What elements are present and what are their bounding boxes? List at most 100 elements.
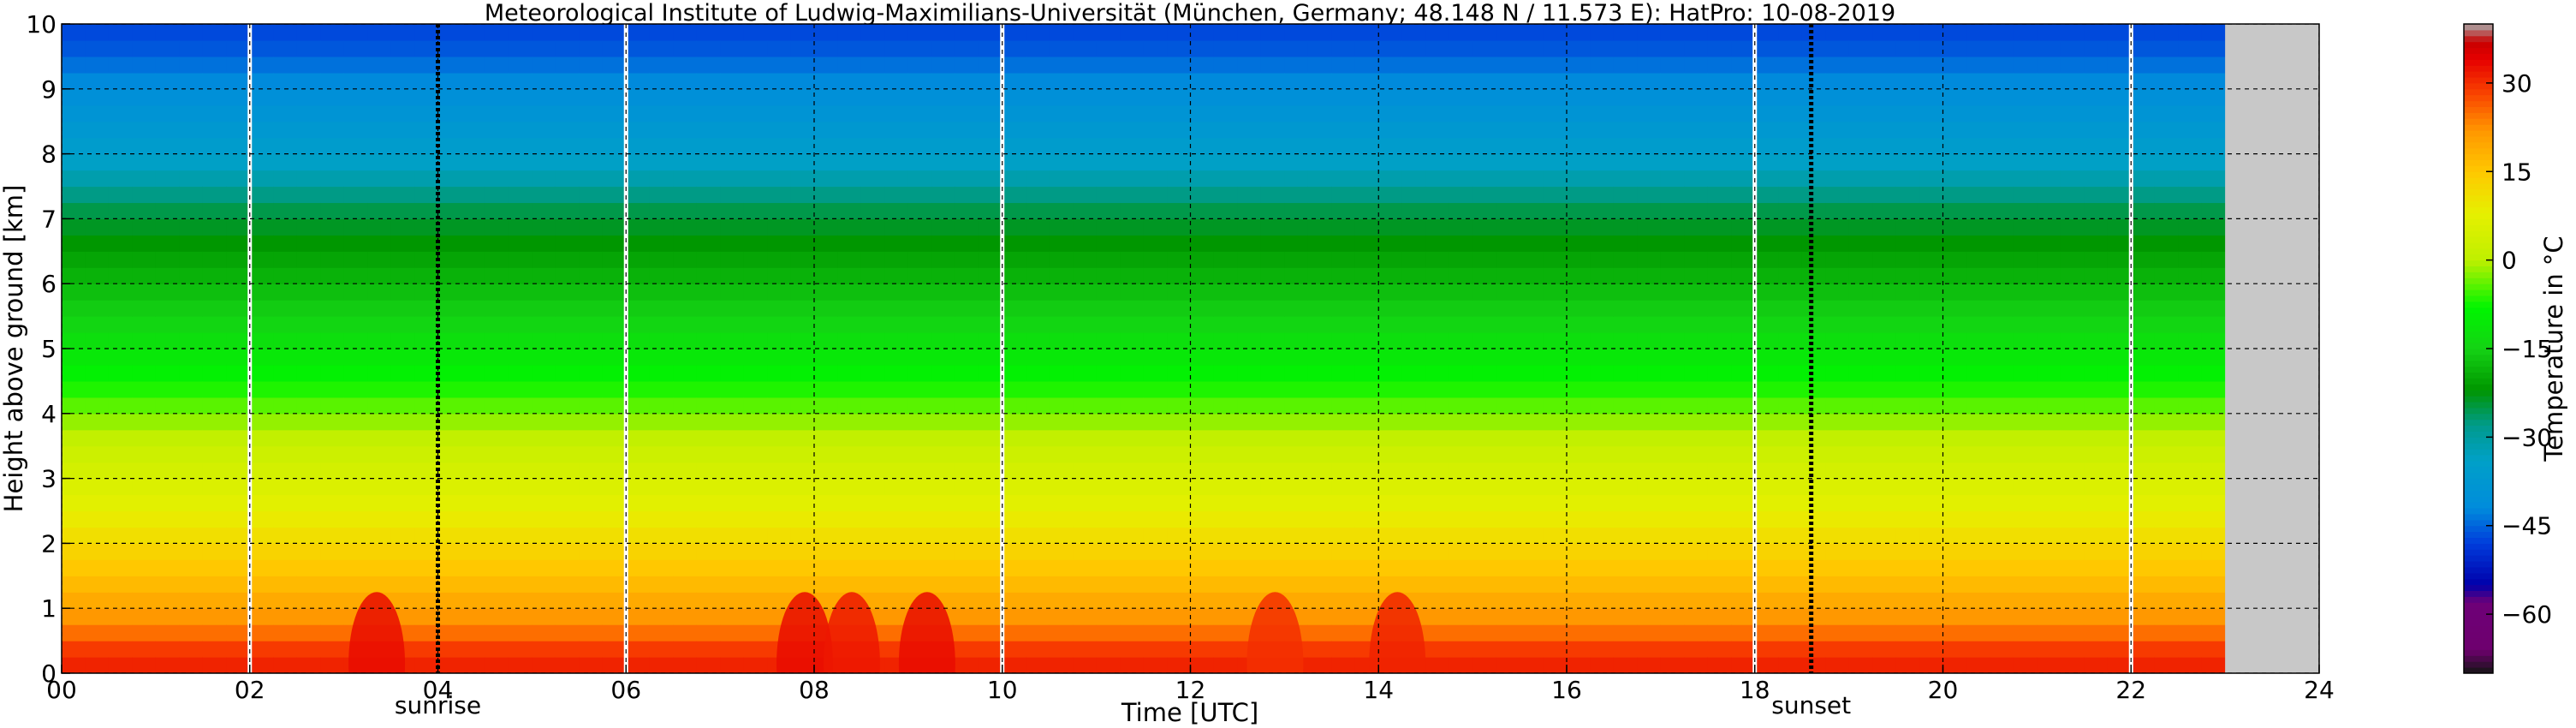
heatmap-cell	[1331, 576, 1356, 593]
heatmap-cell	[1613, 380, 1639, 398]
heatmap-cell	[1237, 137, 1262, 155]
heatmap-cell	[1002, 88, 1026, 106]
heatmap-cell	[1942, 349, 1967, 366]
heatmap-cell	[1731, 186, 1756, 204]
heatmap-cell	[461, 267, 486, 284]
heatmap-cell	[884, 283, 909, 301]
heatmap-cell	[555, 267, 580, 284]
heatmap-cell	[1825, 510, 1850, 528]
heatmap-cell	[1213, 641, 1239, 658]
heatmap-cell	[320, 56, 345, 74]
heatmap-cell	[461, 543, 486, 560]
heatmap-cell	[1684, 121, 1709, 139]
heatmap-cell	[696, 39, 721, 57]
heatmap-cell	[2131, 462, 2156, 480]
heatmap-cell	[1848, 39, 1873, 57]
heatmap-cell	[414, 462, 439, 480]
heatmap-cell	[1237, 380, 1262, 398]
heatmap-cell	[673, 657, 698, 673]
heatmap-cell	[1284, 121, 1309, 139]
heatmap-cell	[1354, 429, 1379, 447]
heatmap-cell	[1754, 397, 1779, 415]
heatmap-cell	[249, 56, 274, 74]
heatmap-cell	[602, 72, 627, 90]
colorbar-segment	[2464, 218, 2493, 225]
heatmap-cell	[249, 380, 274, 398]
heatmap-cell	[390, 104, 415, 122]
heatmap-cell	[85, 413, 110, 431]
heatmap-cell	[2178, 641, 2203, 658]
heatmap-cell	[1401, 527, 1426, 544]
heatmap-cell	[1637, 56, 1662, 74]
heatmap-cell	[1613, 413, 1639, 431]
heatmap-cell	[1613, 121, 1639, 139]
heatmap-cell	[1520, 510, 1544, 528]
heatmap-cell	[1260, 56, 1285, 74]
heatmap-cell	[790, 39, 815, 57]
heatmap-cell	[2060, 202, 2085, 219]
heatmap-cell	[1143, 380, 1168, 398]
heatmap-cell	[1567, 283, 1591, 301]
heatmap-cell	[179, 56, 204, 74]
heatmap-cell	[1567, 267, 1591, 284]
heatmap-cell	[202, 72, 227, 90]
heatmap-cell	[1567, 316, 1591, 333]
heatmap-cell	[1520, 494, 1544, 512]
heatmap-cell	[1237, 267, 1262, 284]
heatmap-cell	[2084, 218, 2109, 236]
heatmap-cell	[1778, 608, 1803, 625]
heatmap-cell	[437, 462, 462, 480]
heatmap-cell	[1401, 88, 1426, 106]
heatmap-cell	[343, 478, 368, 496]
heatmap-cell	[720, 121, 745, 139]
heatmap-cell	[1190, 251, 1215, 268]
heatmap-cell	[1073, 608, 1098, 625]
heatmap-cell	[1472, 494, 1497, 512]
heatmap-cell	[1942, 72, 1967, 90]
heatmap-cell	[1496, 657, 1520, 673]
heatmap-cell	[2131, 283, 2156, 301]
heatmap-cell	[2013, 364, 2038, 382]
heatmap-cell	[1190, 349, 1215, 366]
heatmap-cell	[62, 121, 86, 139]
heatmap-cell	[1895, 72, 1920, 90]
heatmap-cell	[907, 527, 932, 544]
heatmap-cell	[390, 153, 415, 171]
heatmap-cell	[1801, 137, 1826, 155]
heatmap-cell	[1284, 527, 1309, 544]
heatmap-cell	[1120, 543, 1145, 560]
heatmap-cell	[1613, 462, 1639, 480]
heatmap-cell	[1143, 592, 1168, 609]
heatmap-cell	[1401, 413, 1426, 431]
heatmap-cell	[108, 121, 134, 139]
heatmap-cell	[202, 380, 227, 398]
heatmap-cell	[85, 462, 110, 480]
heatmap-cell	[1425, 527, 1450, 544]
heatmap-cell	[2060, 641, 2085, 658]
heatmap-cell	[1613, 153, 1639, 171]
heatmap-cell	[1213, 527, 1239, 544]
heatmap-cell	[1378, 445, 1403, 463]
heatmap-cell	[1496, 88, 1520, 106]
heatmap-cell	[1354, 445, 1379, 463]
heatmap-cell	[1520, 218, 1544, 236]
heatmap-cell	[226, 462, 251, 480]
heatmap-cell	[1002, 39, 1026, 57]
heatmap-cell	[1167, 24, 1192, 41]
heatmap-cell	[1472, 186, 1497, 204]
heatmap-cell	[2037, 153, 2061, 171]
heatmap-cell	[1990, 592, 2014, 609]
heatmap-cell	[1354, 283, 1379, 301]
heatmap-cell	[1378, 559, 1403, 576]
heatmap-cell	[1307, 332, 1332, 349]
heatmap-cell	[2107, 657, 2132, 673]
colorbar-segment	[2464, 667, 2493, 674]
heatmap-cell	[1449, 576, 1473, 593]
heatmap-cell	[437, 494, 462, 512]
heatmap-cell	[367, 429, 392, 447]
heatmap-cell	[461, 332, 486, 349]
heatmap-cell	[2178, 39, 2203, 57]
heatmap-cell	[1190, 494, 1215, 512]
heatmap-cell	[1378, 364, 1403, 382]
heatmap-cell	[1190, 641, 1215, 658]
